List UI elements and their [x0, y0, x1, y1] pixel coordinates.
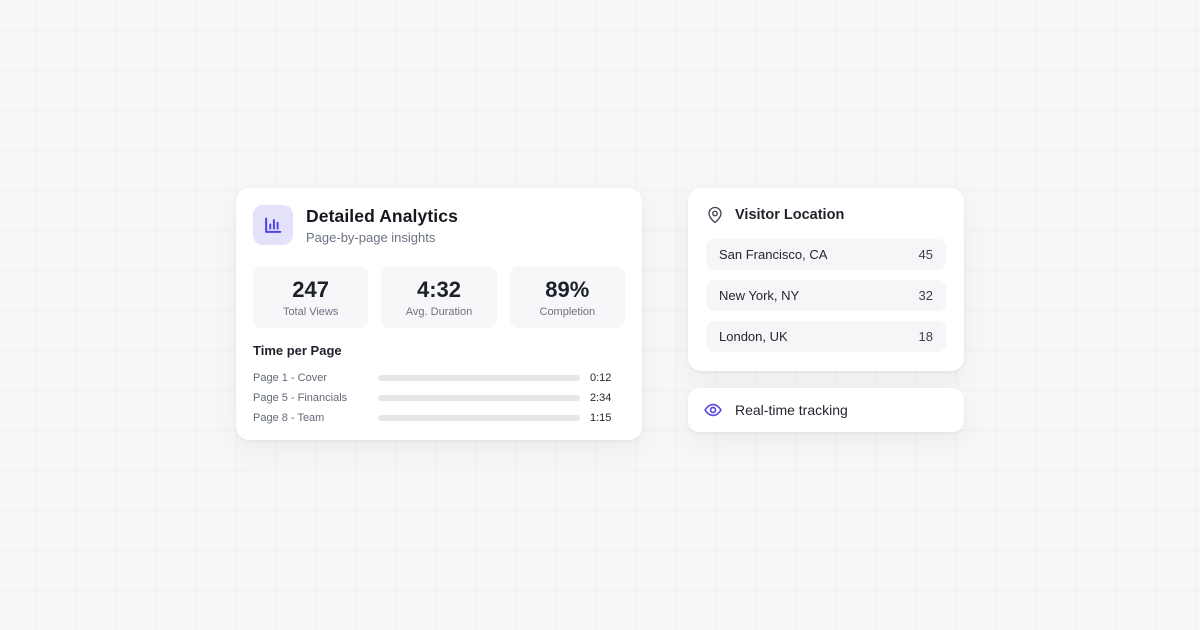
location-count: 32	[918, 288, 933, 303]
location-city: San Francisco, CA	[719, 247, 828, 262]
time-per-page-heading: Time per Page	[253, 343, 342, 358]
location-card-title: Visitor Location	[735, 207, 845, 223]
stat-completion: 89% Completion	[509, 266, 625, 328]
location-count: 18	[918, 329, 933, 344]
visitor-location-card: Visitor Location San Francisco, CA 45 Ne…	[688, 188, 964, 371]
analytics-header-text: Detailed Analytics Page-by-page insights	[306, 206, 458, 245]
stat-label: Completion	[539, 305, 596, 318]
time-row-label: Page 1 - Cover	[253, 372, 327, 384]
time-row-label: Page 8 - Team	[253, 412, 325, 424]
time-row-value: 0:12	[590, 372, 612, 384]
detailed-analytics-card: Detailed Analytics Page-by-page insights…	[236, 188, 642, 440]
stats-row: 247 Total Views 4:32 Avg. Duration 89% C…	[253, 266, 625, 328]
time-row-value: 2:34	[590, 392, 612, 404]
location-count: 45	[918, 247, 933, 262]
location-rows: San Francisco, CA 45 New York, NY 32 Lon…	[706, 239, 946, 352]
analytics-icon-box	[253, 205, 293, 245]
location-card-header: Visitor Location	[706, 206, 946, 224]
stat-avg-duration: 4:32 Avg. Duration	[381, 266, 497, 328]
progress-bar-track	[378, 415, 580, 421]
bar-chart-icon	[262, 214, 284, 236]
stat-label: Avg. Duration	[405, 305, 473, 318]
progress-bar-track	[378, 395, 580, 401]
time-rows: Page 1 - Cover 0:12 Page 5 - Financials …	[253, 368, 625, 428]
real-time-tracking-card: Real-time tracking	[688, 388, 964, 432]
tracking-label: Real-time tracking	[735, 402, 848, 418]
analytics-subtitle: Page-by-page insights	[306, 229, 436, 245]
progress-bar-track	[378, 375, 580, 381]
location-city: New York, NY	[719, 288, 800, 303]
location-row-new-york: New York, NY 32	[706, 280, 946, 311]
stat-value: 247	[292, 276, 330, 302]
time-row-page8: Page 8 - Team 1:15	[253, 408, 625, 428]
time-per-page-section: Time per Page Page 1 - Cover 0:12 Page 5…	[253, 343, 625, 428]
analytics-card-header: Detailed Analytics Page-by-page insights	[253, 205, 625, 245]
time-row-page1: Page 1 - Cover 0:12	[253, 368, 625, 388]
stat-value: 4:32	[416, 276, 462, 302]
time-row-value: 1:15	[590, 412, 612, 424]
location-city: London, UK	[719, 329, 788, 344]
stat-value: 89%	[545, 276, 590, 302]
location-row-san-francisco: San Francisco, CA 45	[706, 239, 946, 270]
location-row-london: London, UK 18	[706, 321, 946, 352]
map-pin-icon	[706, 206, 724, 224]
stat-label: Total Views	[282, 305, 339, 318]
stat-total-views: 247 Total Views	[253, 266, 369, 328]
analytics-title: Detailed Analytics	[306, 205, 458, 226]
eye-icon	[703, 400, 723, 420]
time-row-page5: Page 5 - Financials 2:34	[253, 388, 625, 408]
time-row-label: Page 5 - Financials	[253, 392, 348, 404]
